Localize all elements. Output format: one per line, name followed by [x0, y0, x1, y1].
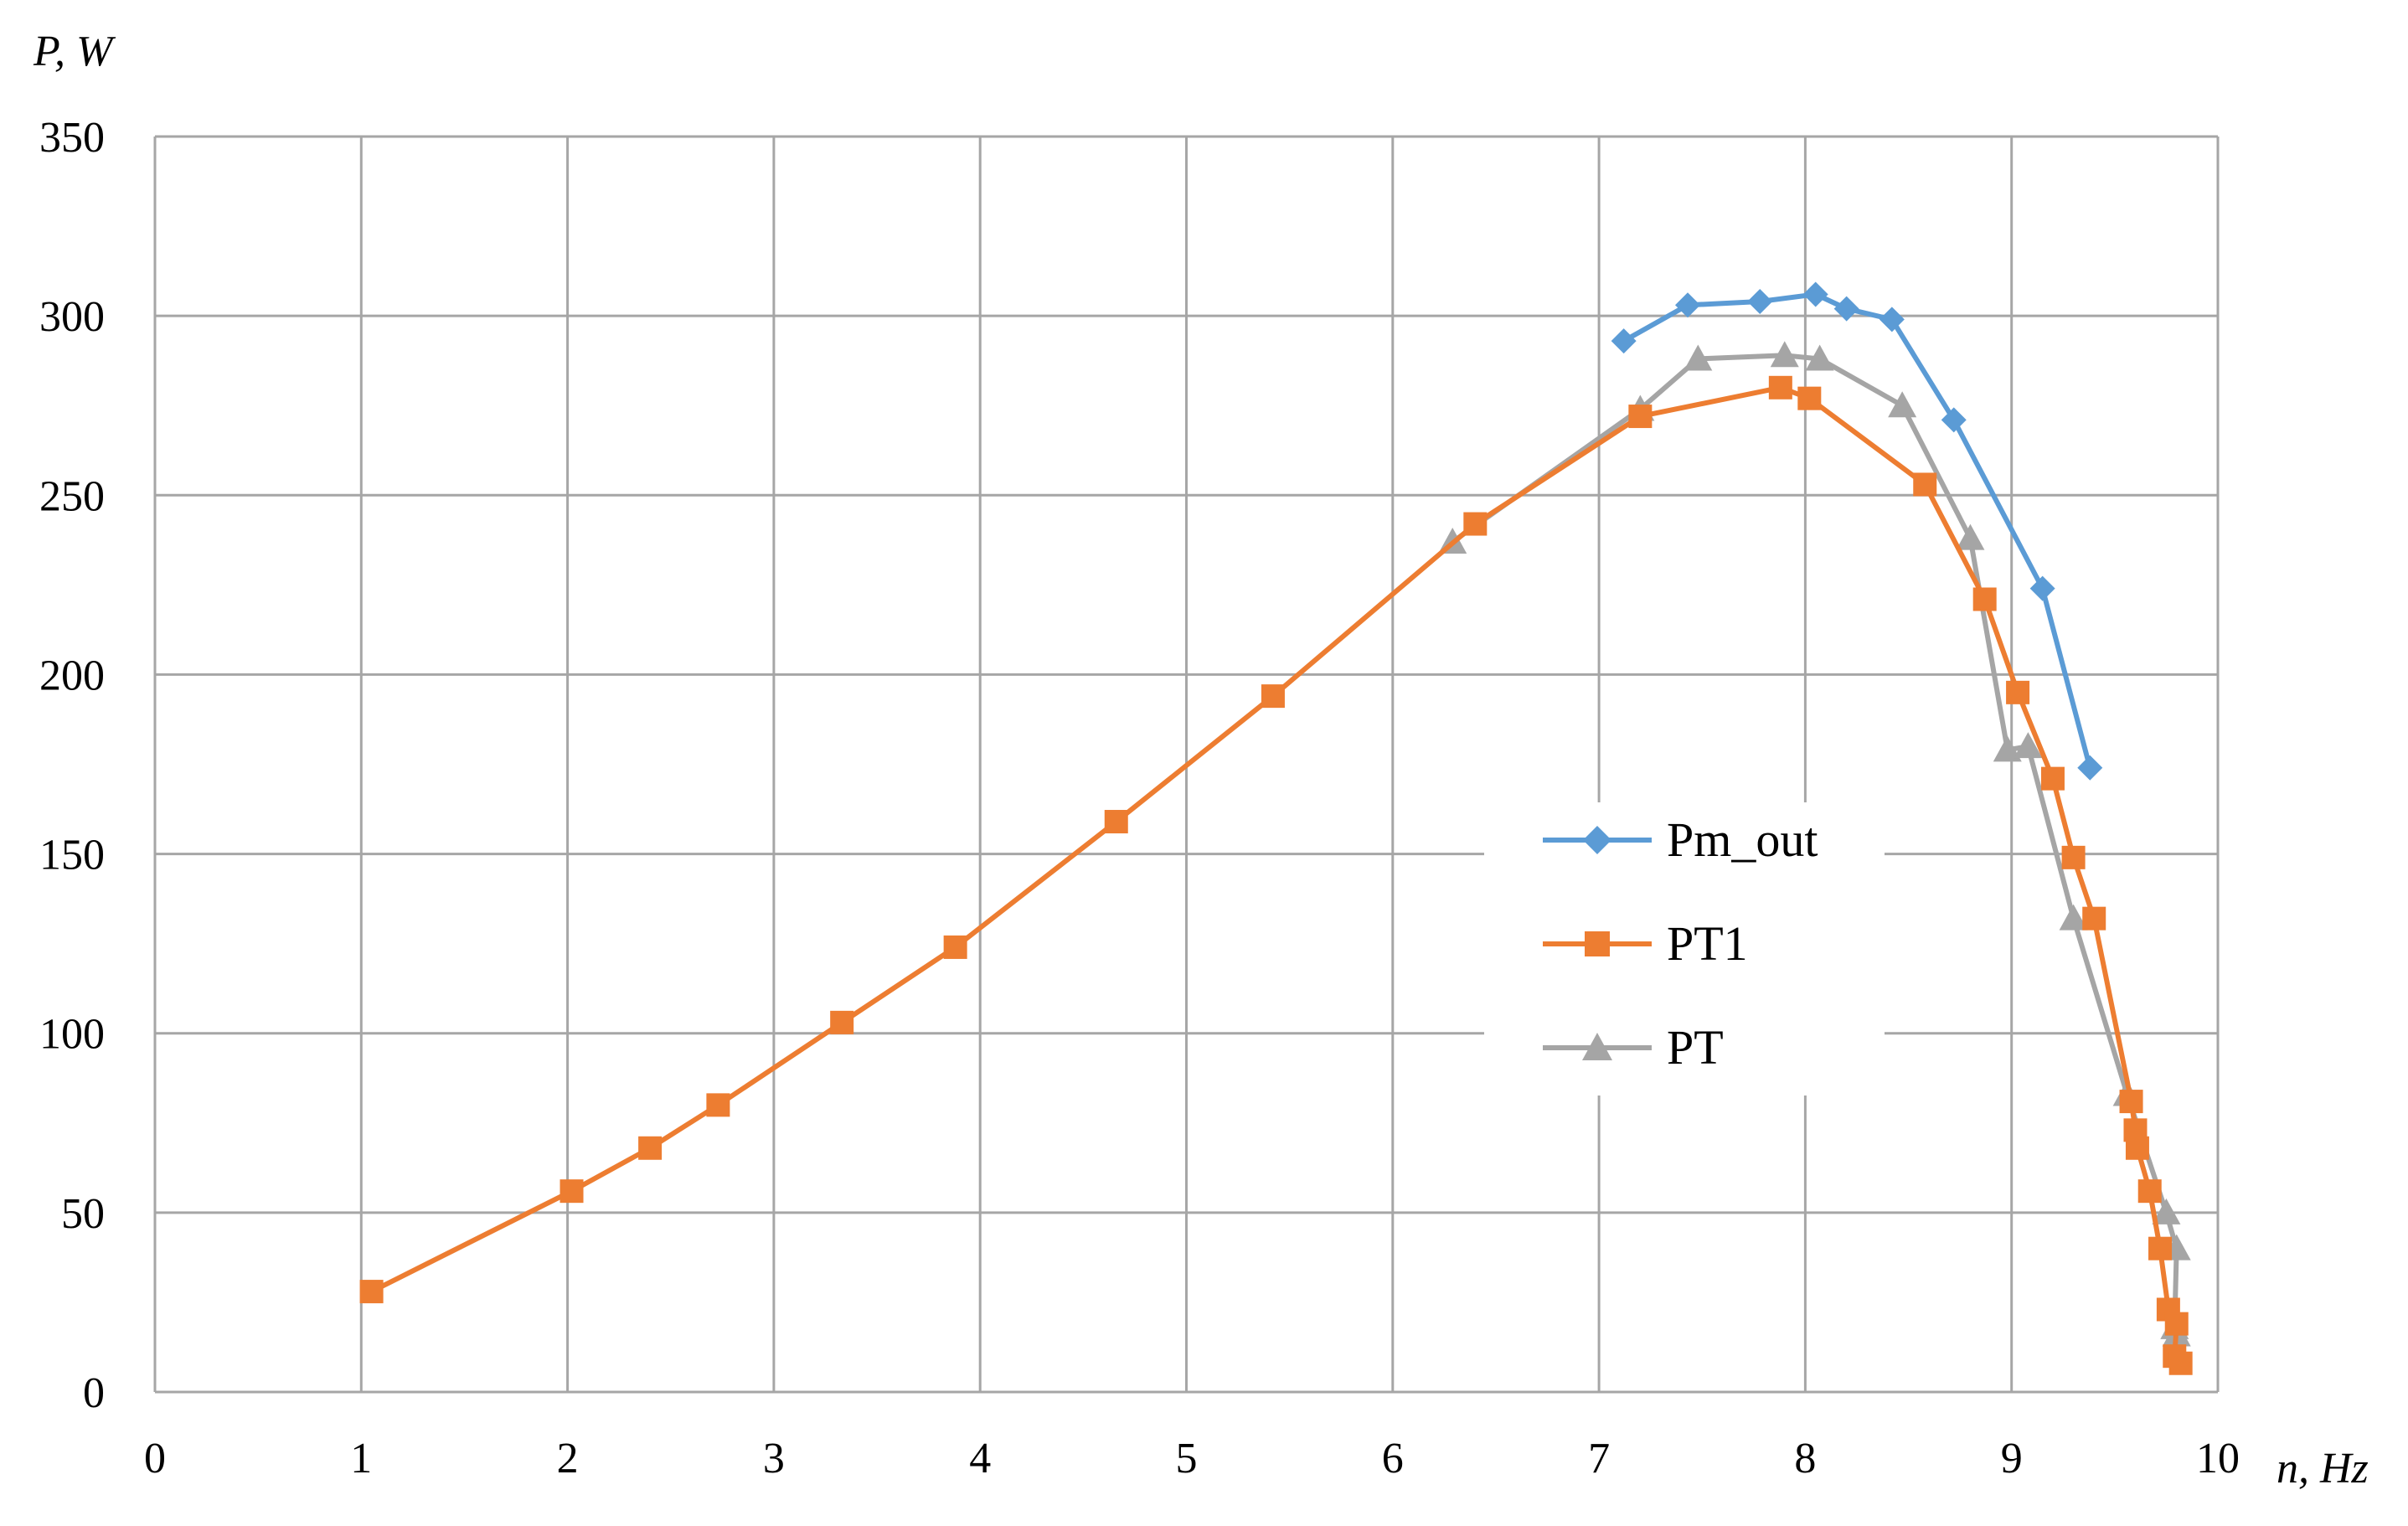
- data-point-pt: [2014, 732, 2043, 759]
- data-point-pm-out: [2077, 755, 2103, 781]
- data-point-pt1: [2168, 1351, 2193, 1375]
- data-point-pt1: [2137, 1179, 2162, 1204]
- data-point-pt: [1770, 341, 1799, 368]
- data-point-pt1: [559, 1179, 584, 1204]
- y-tick-label: 300: [39, 293, 105, 341]
- y-tick-label: 150: [39, 832, 105, 879]
- legend: Pm_out PT1 PT: [1484, 802, 1885, 1096]
- data-point-pm-out: [1879, 307, 1905, 333]
- x-axis-label: n, Hz: [2277, 1445, 2369, 1492]
- x-tick-label: 0: [144, 1435, 166, 1482]
- data-point-pt1: [2040, 766, 2065, 791]
- data-point-pt: [1684, 344, 1713, 371]
- grid: [153, 135, 2220, 1394]
- legend-label-pt1: PT1: [1667, 916, 1748, 971]
- legend-entry-pm-out: Pm_out: [1543, 812, 1818, 867]
- data-point-pt1: [1797, 386, 1822, 410]
- data-point-pt1: [830, 1010, 854, 1034]
- legend-label-pt: PT: [1667, 1020, 1724, 1075]
- data-point-pm-out: [1675, 292, 1701, 318]
- data-point-pt1: [638, 1136, 663, 1160]
- y-tick-label: 100: [39, 1011, 105, 1059]
- data-point-pt: [2152, 1198, 2181, 1224]
- x-tick-label: 8: [1794, 1435, 1816, 1482]
- legend-marker-pt: [1582, 1033, 1612, 1060]
- x-tick-label: 7: [1588, 1435, 1610, 1482]
- data-point-pt1: [1768, 375, 1792, 400]
- data-point-pt1: [1628, 405, 1653, 429]
- data-point-pt: [1805, 344, 1834, 371]
- x-tick-label: 6: [1382, 1435, 1404, 1482]
- y-tick-label: 50: [61, 1190, 105, 1238]
- data-point-pt: [1993, 735, 2022, 762]
- y-tick-label: 0: [83, 1369, 105, 1417]
- x-axis-tick-labels: 0 1 2 3 4 5 6 7 8 9 10: [144, 1435, 2240, 1482]
- data-point-pm-out: [1802, 281, 1828, 307]
- data-point-pm-out: [1833, 296, 1859, 322]
- data-point-pt1: [2082, 906, 2106, 931]
- data-point-pt: [1888, 391, 1917, 418]
- series-layer: [359, 281, 2193, 1375]
- data-point-pt1: [1261, 684, 1285, 709]
- data-point-pt1: [706, 1093, 730, 1117]
- data-point-pt1: [2125, 1136, 2149, 1160]
- y-tick-label: 250: [39, 472, 105, 520]
- x-tick-label: 10: [2196, 1435, 2240, 1482]
- legend-label-pm-out: Pm_out: [1667, 812, 1818, 867]
- legend-marker-pm-out: [1583, 826, 1611, 854]
- series-pt1: [359, 375, 2193, 1375]
- data-point-pt1: [1972, 587, 1997, 611]
- data-point-pt1: [1104, 810, 1128, 834]
- data-point-pt1: [359, 1280, 384, 1304]
- data-point-pt1: [2061, 845, 2086, 869]
- data-point-pm-out: [1747, 289, 1773, 315]
- y-axis-tick-labels: 0 50 100 150 200 250 300 350: [39, 114, 105, 1417]
- data-point-pt: [2059, 904, 2088, 931]
- data-point-pt1: [943, 935, 967, 959]
- data-point-pm-out: [1611, 328, 1637, 354]
- y-tick-label: 200: [39, 652, 105, 699]
- data-point-pt1: [2164, 1312, 2189, 1336]
- series-pm-out: [1611, 281, 2103, 781]
- x-tick-label: 5: [1176, 1435, 1198, 1482]
- legend-marker-pt1: [1585, 931, 1610, 956]
- x-tick-label: 4: [969, 1435, 991, 1482]
- data-point-pt1: [2148, 1236, 2173, 1260]
- x-tick-label: 1: [350, 1435, 372, 1482]
- x-tick-label: 2: [557, 1435, 579, 1482]
- legend-entry-pt: PT: [1543, 1020, 1724, 1075]
- data-point-pt1: [2006, 680, 2030, 704]
- data-point-pt: [1956, 523, 1985, 550]
- data-point-pm-out: [1941, 407, 1967, 433]
- data-point-pt1: [1913, 472, 1937, 497]
- x-tick-label: 9: [2001, 1435, 2023, 1482]
- y-tick-label: 350: [39, 114, 105, 162]
- y-axis-label: P, W: [33, 28, 116, 75]
- data-point-pm-out: [2029, 575, 2055, 601]
- x-tick-label: 3: [763, 1435, 785, 1482]
- data-point-pt1: [2119, 1090, 2143, 1114]
- legend-entry-pt1: PT1: [1543, 916, 1748, 971]
- data-point-pt1: [1463, 512, 1488, 536]
